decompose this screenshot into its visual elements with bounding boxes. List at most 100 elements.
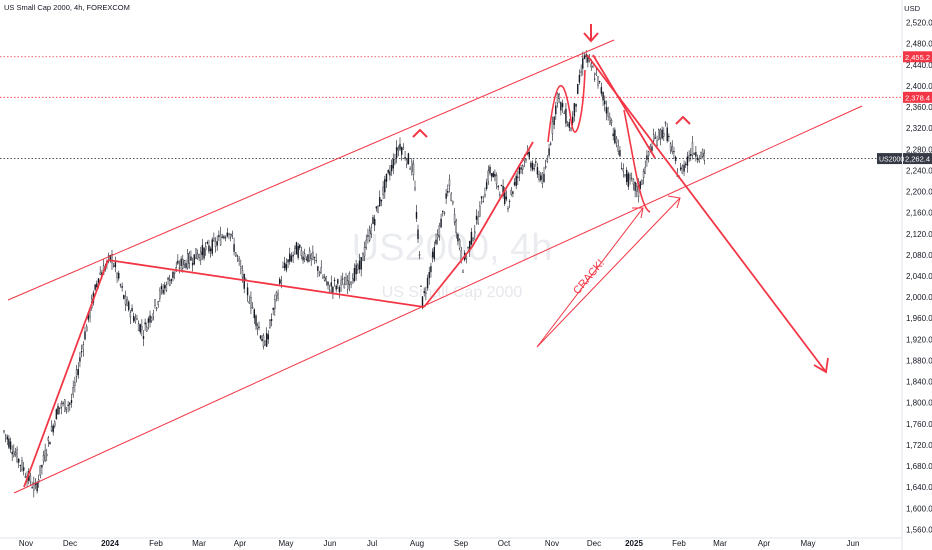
candle-body (200, 251, 202, 261)
candle-body (700, 151, 702, 159)
candle-body (407, 153, 410, 164)
candle-body (629, 174, 631, 180)
y-tick-label: 1,640.0 (906, 483, 932, 492)
candle-body (402, 147, 405, 150)
candle-body (583, 55, 586, 59)
candle-body (279, 279, 281, 284)
candle-body (44, 450, 46, 461)
candle-body (236, 255, 239, 257)
candle-body (685, 163, 687, 165)
candle-body (550, 143, 552, 145)
candle-body (33, 482, 35, 491)
candle-body (641, 180, 643, 185)
candle-body (693, 152, 695, 155)
candle-body (72, 387, 74, 395)
candle-body (282, 266, 284, 268)
candle-body (595, 72, 598, 76)
candle-body (487, 170, 490, 182)
candle-body (414, 187, 416, 190)
candle-body (632, 178, 635, 185)
candle-body (170, 278, 173, 281)
y-tick-label: 1,960.0 (906, 314, 932, 323)
candle-body (360, 257, 362, 270)
candle-body (377, 205, 379, 213)
candle-body (112, 265, 115, 267)
candle-body (310, 254, 312, 259)
y-tick-label: 2,080.0 (906, 251, 932, 260)
candle-body (659, 129, 662, 139)
candle-body (317, 266, 319, 272)
trendline (107, 259, 425, 308)
candle-body (152, 313, 155, 317)
candle-body (395, 147, 398, 158)
candle-body (11, 451, 13, 455)
candle-body (664, 122, 667, 124)
candle-body (136, 318, 138, 320)
candle-body (644, 167, 646, 174)
candle-body (415, 211, 418, 219)
trendline (586, 54, 827, 373)
candle-body (452, 201, 454, 204)
candle-body (530, 162, 532, 168)
y-tick-label: 2,320.0 (906, 124, 932, 133)
candle-body (253, 309, 256, 319)
candle-body (411, 161, 413, 172)
candle-body (178, 266, 181, 269)
candle-body (597, 76, 599, 86)
candle-body (620, 168, 623, 170)
candle-body (6, 436, 8, 440)
candle-body (280, 280, 283, 284)
price-label-text: 2,378.4 (905, 93, 930, 102)
candle-body (297, 246, 299, 258)
candle-body (556, 92, 559, 104)
candle-body (380, 199, 383, 202)
candle-body (656, 140, 658, 146)
candle-body (622, 168, 625, 172)
candle-body (305, 258, 308, 260)
candle-body (508, 200, 511, 202)
candle-body (265, 333, 268, 347)
candle-body (65, 407, 68, 410)
candle-body (510, 189, 512, 195)
candle-body (472, 237, 474, 241)
candle-body (612, 133, 614, 136)
candle-body (489, 166, 491, 174)
candle-body (430, 266, 432, 273)
candle-body (389, 171, 391, 176)
price-label-box (903, 153, 932, 165)
candle-body (602, 92, 604, 101)
candle-body (99, 272, 101, 275)
candle-body (515, 175, 517, 187)
candle-body (131, 308, 133, 312)
candle-body (406, 159, 408, 165)
candle-body (185, 263, 187, 268)
candle-body (118, 272, 120, 279)
candle-body (111, 254, 113, 264)
candle-body (536, 167, 539, 175)
crack-arrowhead (632, 207, 644, 219)
candle-body (259, 335, 262, 339)
candle-body (387, 170, 389, 173)
candle-body (287, 259, 289, 263)
candle-body (164, 285, 166, 289)
y-tick-label: 2,000.0 (906, 293, 932, 302)
candle-body (570, 128, 572, 132)
candle-body (348, 272, 351, 285)
currency-label: USD (904, 4, 920, 13)
candle-body (229, 234, 232, 238)
candle-body (218, 235, 220, 237)
price-label-box (903, 91, 932, 103)
candle-body (695, 152, 697, 157)
y-tick-label: 1,880.0 (906, 356, 932, 365)
candle-body (312, 251, 314, 260)
candle-body (590, 63, 592, 68)
candle-body (255, 315, 257, 326)
candle-body (568, 121, 571, 128)
candle-body (440, 218, 442, 228)
x-tick-label: Nov (545, 539, 559, 548)
candle-body (340, 279, 342, 286)
candle-body (261, 338, 263, 342)
candle-body (69, 402, 71, 405)
candle-body (201, 245, 204, 256)
